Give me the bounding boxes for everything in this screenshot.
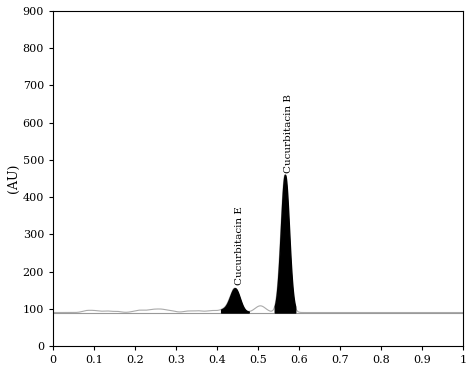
Text: Cucurbitacin B: Cucurbitacin B — [284, 94, 293, 173]
Y-axis label: (AU): (AU) — [7, 164, 20, 193]
Text: Cucurbitacin E: Cucurbitacin E — [235, 206, 244, 285]
